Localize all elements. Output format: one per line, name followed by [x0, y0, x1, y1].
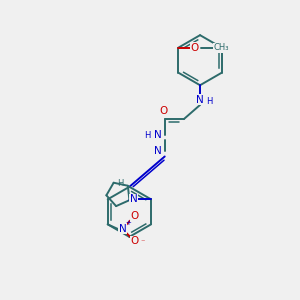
Text: H: H	[144, 131, 151, 140]
Text: N: N	[154, 146, 162, 157]
Text: CH₃: CH₃	[214, 43, 230, 52]
Text: N: N	[118, 224, 126, 234]
Text: N: N	[196, 95, 204, 105]
Text: ⁻: ⁻	[141, 237, 145, 246]
Text: N: N	[130, 194, 137, 204]
Text: O: O	[190, 43, 199, 53]
Text: O: O	[159, 106, 167, 116]
Text: H: H	[117, 179, 124, 188]
Text: O: O	[131, 236, 139, 246]
Text: +: +	[125, 220, 131, 226]
Text: N: N	[154, 130, 162, 140]
Text: O: O	[131, 211, 139, 221]
Text: H: H	[206, 97, 213, 106]
